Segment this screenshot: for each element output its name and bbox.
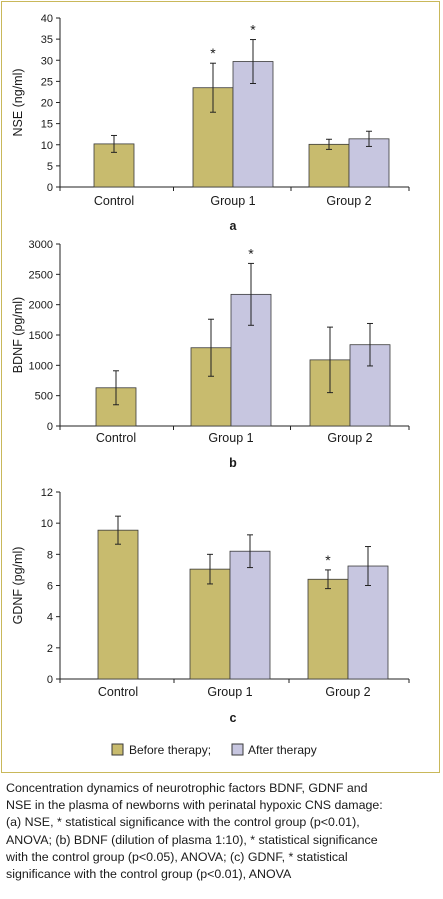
bar	[189, 568, 231, 680]
y-tick-label: 1500	[29, 330, 53, 342]
chart-b: 0 500 1000 1500 2000 2500 3000 BDNF (pg/ml) Cont…	[11, 239, 410, 470]
y-tick-label: 40	[41, 13, 53, 25]
y-tick-label: 2000	[29, 300, 53, 312]
legend-label-before: Before therapy;	[129, 743, 211, 757]
x-tick-label: Group 2	[325, 685, 370, 699]
y-tick-label: 35	[41, 34, 53, 46]
y-tick-label: 0	[47, 182, 53, 194]
y-tick-label: 25	[41, 76, 53, 88]
legend: Before therapy; After therapy	[111, 743, 317, 757]
x-tick-label: Control	[96, 431, 136, 445]
y-tick-label: 8	[47, 549, 53, 561]
legend-swatch-after	[231, 743, 244, 756]
significance-mark: *	[250, 22, 256, 38]
bar	[308, 143, 350, 188]
bar	[307, 578, 349, 680]
y-tick-label: 5	[47, 161, 53, 173]
panel-label: a	[230, 219, 238, 233]
y-tick-label: 6	[47, 581, 53, 593]
y-tick-label: 4	[47, 612, 53, 624]
x-tick-label: Group 2	[326, 194, 371, 208]
figure-caption: Concentration dynamics of neurotrophic f…	[6, 780, 437, 883]
caption-line: ANOVA; (b) BDNF (dilution of plasma 1:10…	[6, 832, 378, 847]
chart-a: 0 5 10 15 20 25 30 35 40 NSE (ng/ml) Control * * Grou…	[11, 13, 410, 233]
y-tick-label: 0	[47, 421, 53, 433]
y-tick-label: 30	[41, 55, 53, 67]
panel-label: b	[229, 456, 237, 470]
y-tick-label: 3000	[29, 239, 53, 251]
caption-line: (a) NSE, * statistical significance with…	[6, 815, 360, 830]
y-tick-label: 2	[47, 643, 53, 655]
caption-line: significance with the control group (p<0…	[6, 867, 292, 882]
x-tick-label: Control	[98, 685, 138, 699]
chart-c: 0 2 4 6 8 10 12 GDNF (pg/ml) Control Group 1 * Grou…	[11, 487, 410, 725]
y-axis-label: NSE (ng/ml)	[11, 68, 25, 136]
caption-line: NSE in the plasma of newborns with perin…	[6, 798, 383, 813]
y-tick-label: 2500	[29, 269, 53, 281]
y-tick-label: 20	[41, 98, 53, 110]
y-tick-label: 0	[47, 674, 53, 686]
y-tick-label: 10	[41, 518, 53, 530]
y-tick-label: 12	[41, 487, 53, 499]
x-tick-label: Group 1	[210, 194, 255, 208]
x-tick-label: Group 2	[327, 431, 372, 445]
y-tick-label: 500	[35, 391, 53, 403]
legend-label-after: After therapy	[248, 743, 317, 757]
significance-mark: *	[210, 45, 216, 61]
x-tick-label: Group 1	[207, 685, 252, 699]
x-tick-label: Group 1	[208, 431, 253, 445]
significance-mark: *	[248, 245, 254, 261]
legend-swatch-before	[111, 743, 124, 756]
y-tick-label: 15	[41, 119, 53, 131]
y-axis-label: GDNF (pg/ml)	[11, 547, 25, 625]
caption-line: Concentration dynamics of neurotrophic f…	[6, 781, 368, 795]
caption-line: with the control group (p<0.05), ANOVA; …	[6, 849, 348, 864]
significance-mark: *	[325, 552, 331, 568]
y-tick-label: 10	[41, 140, 53, 152]
panel-label: c	[230, 711, 237, 725]
y-tick-label: 1000	[29, 360, 53, 372]
bar	[229, 550, 271, 680]
y-axis-label: BDNF (pg/ml)	[11, 297, 25, 373]
bar	[97, 529, 139, 680]
x-tick-label: Control	[94, 194, 134, 208]
